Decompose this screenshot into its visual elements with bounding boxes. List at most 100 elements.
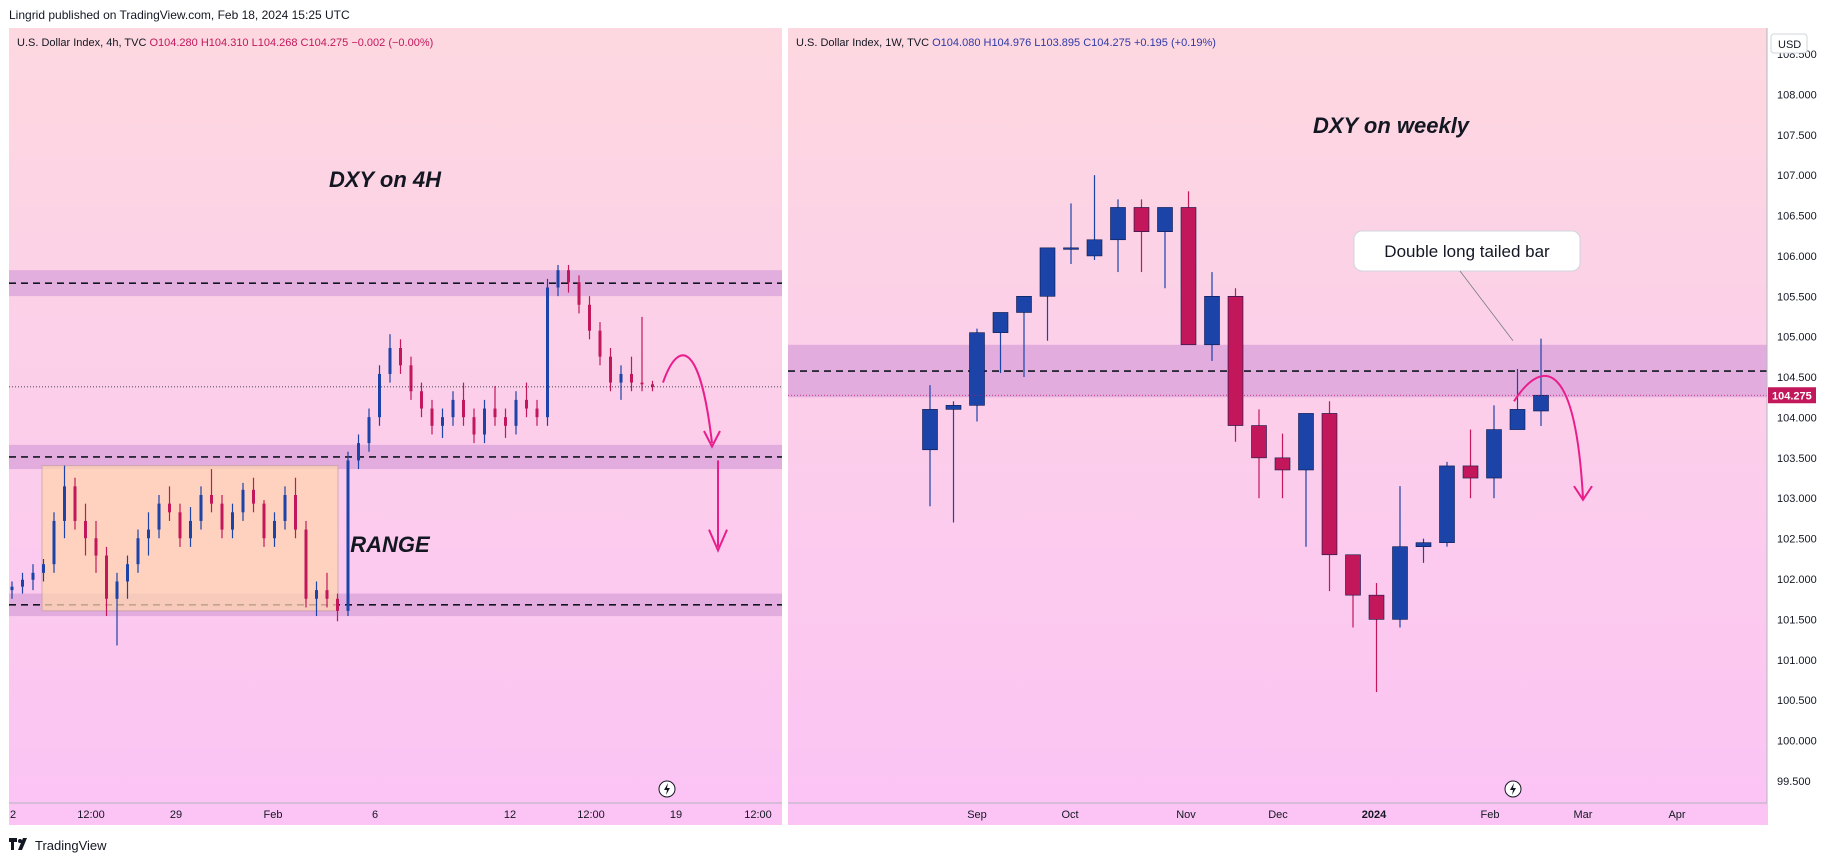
candle-body[interactable] xyxy=(1533,394,1549,412)
candle-body[interactable] xyxy=(619,373,623,383)
candle-body[interactable] xyxy=(399,348,402,366)
candle-body[interactable] xyxy=(315,590,318,599)
candle-body[interactable] xyxy=(577,282,581,305)
candle-body[interactable] xyxy=(1392,546,1408,620)
candle-body[interactable] xyxy=(115,581,119,599)
candle-body[interactable] xyxy=(21,579,24,587)
candle-body[interactable] xyxy=(325,590,329,599)
candle-body[interactable] xyxy=(588,304,591,331)
candle-body[interactable] xyxy=(567,270,570,283)
plot-background xyxy=(9,28,782,803)
candle-body[interactable] xyxy=(304,529,308,599)
candle-body[interactable] xyxy=(969,332,985,406)
candle-body[interactable] xyxy=(1133,207,1150,232)
candle-body[interactable] xyxy=(252,489,255,504)
candle-body[interactable] xyxy=(283,495,287,521)
candle-body[interactable] xyxy=(1345,554,1361,596)
candle-body[interactable] xyxy=(1462,465,1479,479)
candle-body[interactable] xyxy=(1321,413,1338,556)
candle-body[interactable] xyxy=(451,399,455,418)
candle-body[interactable] xyxy=(126,564,129,582)
candle-body[interactable] xyxy=(1016,296,1032,313)
chart-left[interactable]: 106.000105.800105.600105.400105.200105.0… xyxy=(0,0,782,836)
candle-body[interactable] xyxy=(420,391,423,409)
candle-body[interactable] xyxy=(241,489,245,513)
currency-badge[interactable] xyxy=(1770,33,1808,54)
candle-body[interactable] xyxy=(1110,207,1126,241)
candle-body[interactable] xyxy=(609,356,612,383)
candle-body[interactable] xyxy=(409,365,413,392)
candle-body[interactable] xyxy=(1368,594,1385,620)
candle-body[interactable] xyxy=(472,417,476,435)
candle-body[interactable] xyxy=(441,417,444,426)
symbol-legend[interactable]: U.S. Dollar Index, 1W, TVC O104.080 H104… xyxy=(796,37,1216,49)
candle-body[interactable] xyxy=(546,287,549,418)
candle-body[interactable] xyxy=(273,520,276,539)
candle-body[interactable] xyxy=(1063,247,1079,250)
candle-body[interactable] xyxy=(220,503,224,530)
candle-body[interactable] xyxy=(1415,542,1432,547)
y-tick-label: 106.000 xyxy=(1777,251,1817,263)
candle-body[interactable] xyxy=(42,564,45,573)
candle-body[interactable] xyxy=(462,399,465,418)
candle-body[interactable] xyxy=(388,348,392,374)
candle-body[interactable] xyxy=(367,417,371,444)
candle-body[interactable] xyxy=(294,495,297,530)
y-tick-label: 100.000 xyxy=(1777,736,1817,748)
symbol-legend[interactable]: U.S. Dollar Index, 4h, TVC O104.280 H104… xyxy=(17,37,433,49)
candle-body[interactable] xyxy=(1180,207,1197,346)
candle-body[interactable] xyxy=(598,330,602,357)
candle-body[interactable] xyxy=(1251,425,1267,459)
candle-body[interactable] xyxy=(651,384,654,387)
candle-body[interactable] xyxy=(84,520,87,539)
candle-body[interactable] xyxy=(63,486,66,521)
candle-body[interactable] xyxy=(136,538,140,565)
candle-body[interactable] xyxy=(178,512,182,539)
candle-body[interactable] xyxy=(1086,239,1103,257)
candle-body[interactable] xyxy=(535,408,539,418)
candle-body[interactable] xyxy=(346,460,350,611)
candle-body[interactable] xyxy=(1157,207,1173,232)
chart-right[interactable]: 108.500108.000107.500107.000106.500106.0… xyxy=(782,0,1838,836)
candle-body[interactable] xyxy=(945,405,962,410)
candle-body[interactable] xyxy=(157,503,161,530)
candle-body[interactable] xyxy=(147,529,150,539)
candle-body[interactable] xyxy=(504,417,507,426)
candle-body[interactable] xyxy=(1298,413,1314,471)
candle-body[interactable] xyxy=(1204,296,1220,346)
candle-body[interactable] xyxy=(189,520,192,539)
candle-body[interactable] xyxy=(1227,296,1244,426)
legend-close: C104.275 xyxy=(301,37,352,49)
candle-body[interactable] xyxy=(31,572,35,580)
candle-body[interactable] xyxy=(378,373,381,418)
candle-body[interactable] xyxy=(210,495,213,504)
candle-body[interactable] xyxy=(336,598,339,611)
candle-body[interactable] xyxy=(94,538,98,556)
candle-body[interactable] xyxy=(1439,465,1455,543)
candle-body[interactable] xyxy=(52,520,56,565)
candle-body[interactable] xyxy=(1039,247,1056,297)
candle-body[interactable] xyxy=(357,443,360,461)
candle-body[interactable] xyxy=(10,586,14,591)
candle-body[interactable] xyxy=(73,486,77,521)
candle-body[interactable] xyxy=(1274,457,1291,471)
tradingview-branding[interactable]: TradingView xyxy=(9,836,107,854)
candle-body[interactable] xyxy=(1486,429,1502,479)
candle-body[interactable] xyxy=(556,270,560,288)
candle-body[interactable] xyxy=(992,312,1009,333)
candle-body[interactable] xyxy=(514,399,518,426)
candle-body[interactable] xyxy=(483,408,486,435)
candle-body[interactable] xyxy=(630,373,633,383)
candle-body[interactable] xyxy=(640,382,644,385)
candle-body[interactable] xyxy=(168,503,171,513)
candle-body[interactable] xyxy=(922,409,938,451)
candle-body[interactable] xyxy=(1509,409,1526,430)
candle-body[interactable] xyxy=(262,503,266,539)
candle-body[interactable] xyxy=(430,408,434,426)
candle-body[interactable] xyxy=(199,495,203,521)
candle-body[interactable] xyxy=(493,408,497,418)
candle-body[interactable] xyxy=(231,512,234,530)
candle-body[interactable] xyxy=(525,399,528,409)
x-axis-background xyxy=(9,803,782,825)
candle-body[interactable] xyxy=(105,555,108,599)
